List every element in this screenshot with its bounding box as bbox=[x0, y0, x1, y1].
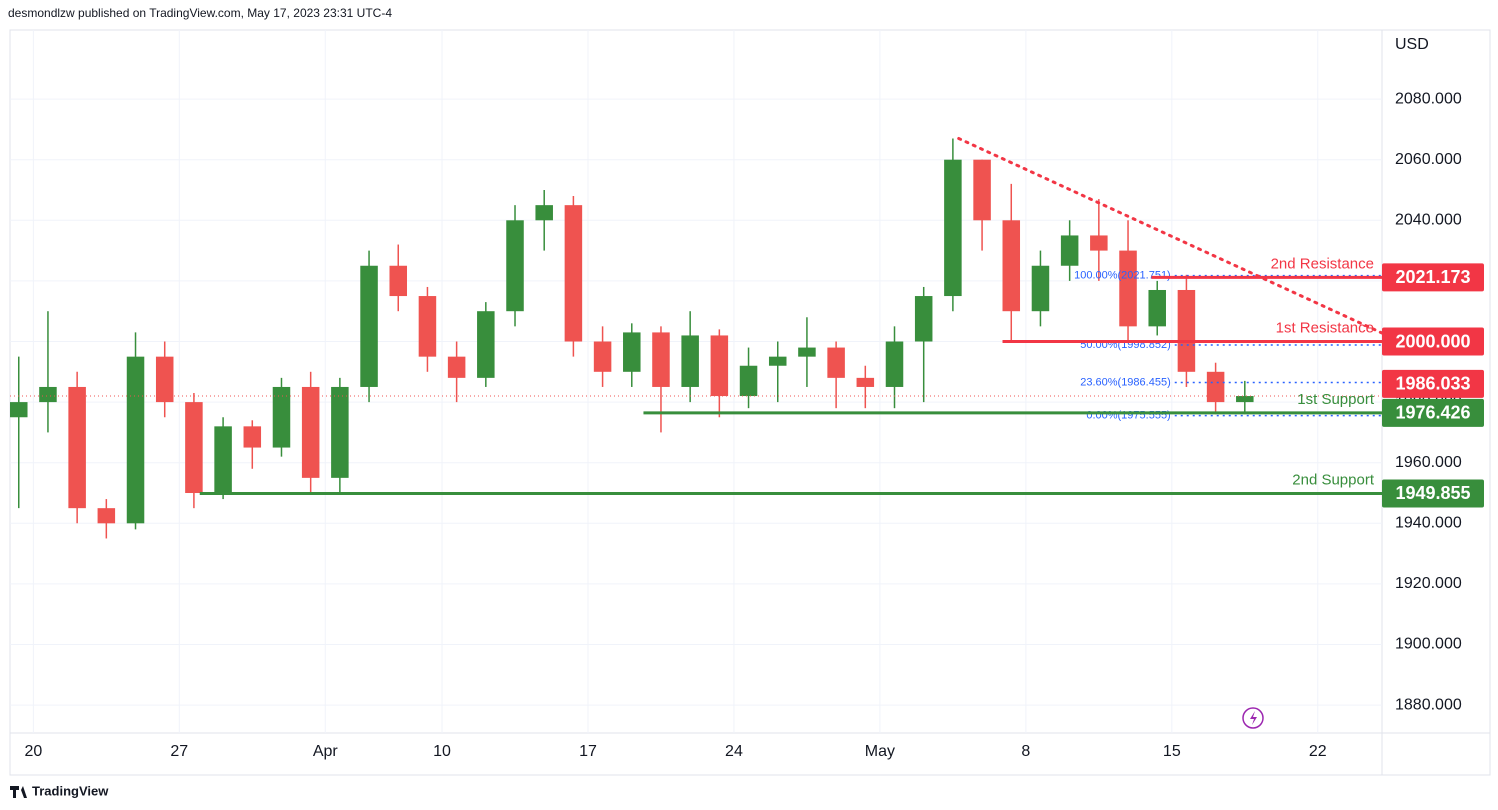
y-tick-label: 2060.000 bbox=[1395, 151, 1462, 168]
x-tick-label: 15 bbox=[1163, 743, 1181, 760]
candle-body bbox=[272, 386, 291, 448]
candle-body bbox=[681, 335, 699, 387]
candle-body bbox=[768, 356, 787, 366]
candle-body bbox=[1119, 250, 1137, 327]
level-name: 1st Resistance bbox=[1276, 319, 1374, 336]
x-tick-label: 27 bbox=[170, 743, 188, 760]
y-tick-label: 1940.000 bbox=[1395, 515, 1462, 532]
level-name: 1st Support bbox=[1297, 391, 1375, 408]
candle-body bbox=[126, 356, 145, 524]
candle-body bbox=[535, 205, 553, 221]
y-tick-label: 2040.000 bbox=[1395, 212, 1462, 229]
candle-body bbox=[331, 386, 349, 478]
candle-body bbox=[623, 332, 641, 372]
level-badge bbox=[1382, 479, 1484, 508]
level-name: 2nd Support bbox=[1292, 471, 1375, 488]
currency: USD bbox=[1395, 36, 1429, 53]
x-tick-label: 24 bbox=[725, 743, 743, 760]
candle-body bbox=[944, 159, 962, 297]
candle-body bbox=[97, 508, 116, 524]
candle-body bbox=[155, 356, 174, 403]
candle-body bbox=[447, 356, 466, 378]
level-badge bbox=[1382, 263, 1484, 292]
lightning-icon bbox=[1242, 707, 1264, 729]
x-tick-label: 10 bbox=[433, 743, 451, 760]
candle-body bbox=[593, 341, 612, 372]
candle-body bbox=[1206, 371, 1225, 403]
candle-body bbox=[973, 159, 991, 221]
trendline bbox=[957, 136, 1384, 335]
candle-body bbox=[389, 265, 408, 297]
level-badge-label: 1949.855 bbox=[1395, 483, 1470, 503]
candle-body bbox=[185, 402, 203, 494]
candle-body bbox=[1177, 289, 1196, 372]
candle-body bbox=[243, 426, 262, 448]
fib-label: 23.60%(1986.455) bbox=[1080, 376, 1171, 388]
footer: TradingView bbox=[32, 783, 109, 798]
candle-body bbox=[477, 311, 495, 378]
candle-body bbox=[1236, 396, 1254, 403]
y-tick-label: 1920.000 bbox=[1395, 575, 1462, 592]
candle-body bbox=[885, 341, 904, 387]
y-tick-label: 1900.000 bbox=[1395, 636, 1462, 653]
candle-body bbox=[1031, 265, 1050, 312]
level-badge-label: 2000.000 bbox=[1395, 331, 1470, 351]
footer-logo bbox=[10, 786, 27, 798]
x-tick-label: 22 bbox=[1309, 743, 1327, 760]
price-badge bbox=[1382, 369, 1484, 398]
candle-body bbox=[564, 205, 583, 342]
candle-body bbox=[914, 296, 933, 342]
candle-body bbox=[301, 386, 320, 478]
candle-body bbox=[506, 220, 524, 312]
x-tick-label: 20 bbox=[24, 743, 42, 760]
candle-body bbox=[1148, 289, 1166, 327]
level-badge-label: 2021.173 bbox=[1395, 267, 1470, 287]
x-tick-label: Apr bbox=[313, 743, 339, 760]
level-badge bbox=[1382, 398, 1484, 427]
price-badge-label: 1986.033 bbox=[1395, 374, 1470, 394]
candle-body bbox=[10, 402, 28, 418]
candle-body bbox=[856, 377, 875, 387]
candle-body bbox=[739, 365, 758, 397]
y-tick-label: 1880.000 bbox=[1395, 696, 1462, 713]
y-tick-label: 1960.000 bbox=[1395, 454, 1462, 471]
candle-body bbox=[1060, 235, 1079, 266]
level-badge bbox=[1382, 327, 1484, 356]
candle-body bbox=[39, 386, 57, 403]
x-tick-label: 8 bbox=[1021, 743, 1030, 760]
candle-body bbox=[68, 386, 86, 509]
candle-body bbox=[798, 347, 816, 357]
fib-label: 100.00%(2021.751) bbox=[1074, 269, 1171, 281]
fib-label: 0.00%(1975.555) bbox=[1086, 409, 1170, 421]
x-tick-label: 17 bbox=[579, 743, 597, 760]
candle-body bbox=[710, 335, 729, 397]
candle-body bbox=[360, 265, 378, 387]
level-name: 2nd Resistance bbox=[1271, 255, 1374, 272]
candle-body bbox=[652, 332, 670, 387]
y-tick-label: 2080.000 bbox=[1395, 90, 1462, 107]
candle-body bbox=[827, 347, 845, 378]
candle-body bbox=[1002, 220, 1021, 312]
candle-body bbox=[418, 296, 437, 357]
header: desmondlzw published on TradingView.com,… bbox=[8, 6, 392, 20]
candle-body bbox=[214, 426, 232, 494]
level-badge-label: 1976.426 bbox=[1395, 403, 1470, 423]
candle-body bbox=[1090, 235, 1108, 251]
x-tick-label: May bbox=[865, 743, 895, 760]
